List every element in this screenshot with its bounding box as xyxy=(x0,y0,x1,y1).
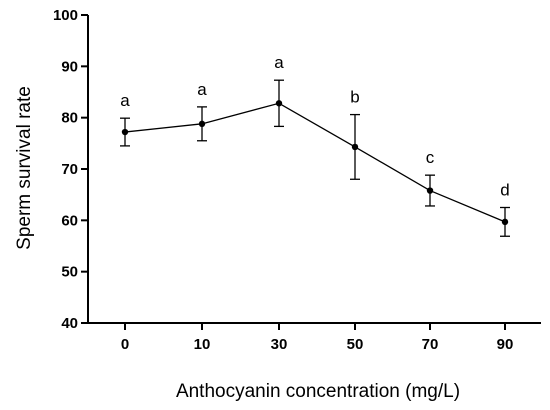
data-point xyxy=(121,128,129,136)
x-axis-ticks: 0 10 30 50 70 90 xyxy=(121,323,514,353)
significance-letter: a xyxy=(120,91,130,110)
y-axis-title: Sperm survival rate xyxy=(14,86,35,250)
axis-lines xyxy=(87,15,541,324)
significance-letter: c xyxy=(426,148,435,167)
x-tick-label: 0 xyxy=(121,336,129,353)
series-line xyxy=(124,102,506,223)
axes xyxy=(87,15,541,324)
y-tick-label: 90 xyxy=(61,58,78,75)
significance-letter: b xyxy=(350,88,359,107)
data-point xyxy=(351,143,359,151)
significance-letter: d xyxy=(500,181,509,200)
x-tick-label: 90 xyxy=(497,336,514,353)
data-point xyxy=(501,218,509,226)
y-tick-label: 80 xyxy=(61,110,78,127)
y-tick-label: 70 xyxy=(61,161,78,178)
x-axis-title: Anthocyanin concentration (mg/L) xyxy=(176,381,460,402)
y-axis-ticks: 40 50 60 70 80 90 100 xyxy=(53,7,88,332)
significance-letter: a xyxy=(197,80,207,99)
x-tick-label: 30 xyxy=(271,336,288,353)
x-tick-label: 70 xyxy=(422,336,439,353)
y-tick-label: 100 xyxy=(53,7,78,24)
y-tick-label: 60 xyxy=(61,212,78,229)
significance-letter: a xyxy=(274,53,284,72)
data-point xyxy=(198,120,206,128)
data-point xyxy=(426,187,434,194)
y-tick-label: 50 xyxy=(61,264,78,281)
x-tick-label: 50 xyxy=(347,336,364,353)
series: a a a b c d xyxy=(120,53,510,237)
y-tick-label: 40 xyxy=(61,315,78,332)
x-tick-label: 10 xyxy=(194,336,211,353)
data-point xyxy=(275,100,283,107)
